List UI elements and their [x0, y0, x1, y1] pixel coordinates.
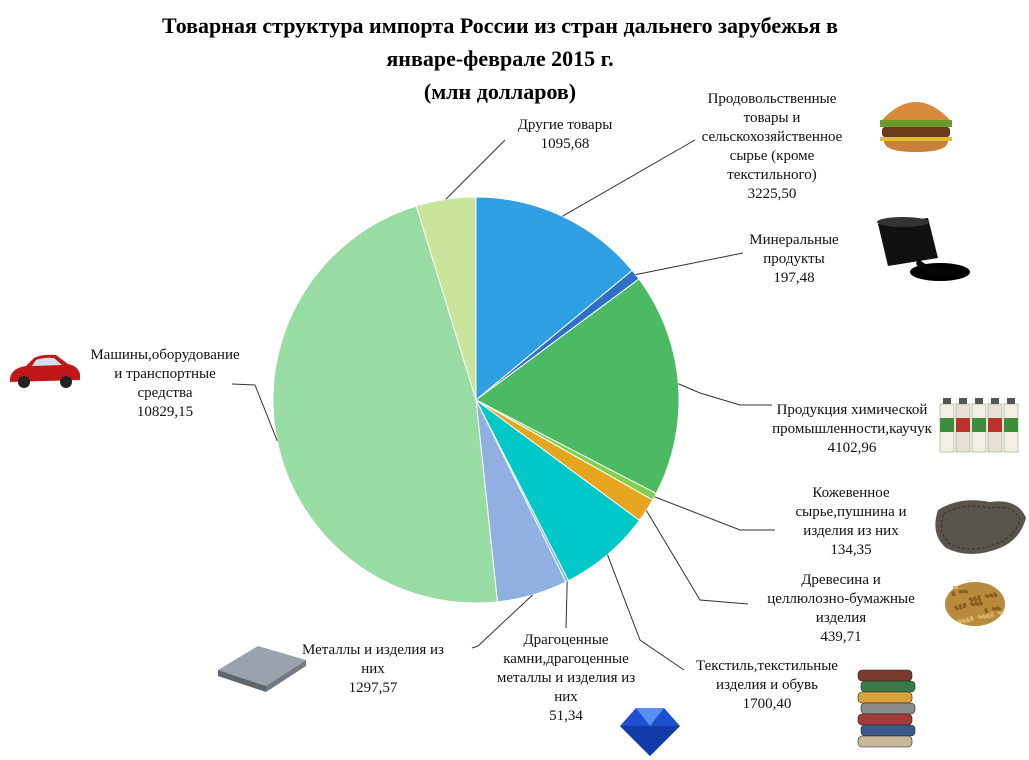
- leader-line: [635, 252, 744, 276]
- slice-category-label: сырье (кроме: [730, 148, 815, 164]
- slice-category-label: Древесина и: [801, 572, 881, 588]
- pie-slice: [272, 205, 498, 604]
- pie-slice: [475, 196, 633, 402]
- metal-sheet-icon: [218, 646, 306, 692]
- slice-category-label: них: [554, 689, 578, 705]
- car-icon: [10, 354, 80, 388]
- slice-value-label: 134,35: [830, 542, 871, 558]
- slice-category-label: Продовольственные: [708, 91, 837, 107]
- slice-value-label: 3225,50: [748, 186, 797, 202]
- leader-line: [645, 510, 749, 605]
- slice-category-label: металлы и изделия из: [497, 670, 635, 686]
- slice-category-label: Металлы и изделия из: [302, 642, 444, 658]
- gem-icon: [620, 708, 680, 756]
- oil-barrel-icon: [877, 217, 970, 281]
- wood-chips-icon: [945, 582, 1005, 626]
- leader-line: [231, 383, 278, 441]
- leader-line: [654, 496, 775, 531]
- leather-icon: [935, 500, 1026, 554]
- leader-line: [445, 139, 506, 200]
- slice-value-label: 1700,40: [743, 696, 792, 712]
- fabric-stack-icon: [857, 669, 916, 748]
- slice-value-label: 51,34: [549, 708, 583, 724]
- slice-category-label: изделия из них: [803, 523, 899, 539]
- slice-category-label: них: [361, 661, 385, 677]
- slice-category-label: изделия: [816, 610, 866, 626]
- chart-title-line-2: январе-феврале 2015 г.: [386, 46, 613, 71]
- slice-category-label: Машины,оборудование: [90, 347, 240, 363]
- leader-line: [471, 594, 533, 649]
- slice-category-label: изделия и обувь: [716, 677, 818, 693]
- slice-value-label: 439,71: [820, 629, 861, 645]
- slice-category-label: сельскохозяйственное: [702, 129, 843, 145]
- slice-category-label: Продукция химической: [777, 402, 928, 418]
- chart-title-line-3: (млн долларов): [424, 79, 576, 104]
- slice-category-label: текстильного): [727, 167, 817, 183]
- slice-category-label: товары и: [744, 110, 801, 126]
- slice-category-label: средства: [137, 385, 192, 401]
- leader-line: [606, 554, 685, 671]
- slice-category-label: Текстиль,текстильные: [696, 658, 838, 674]
- slice-category-label: продукты: [763, 251, 824, 267]
- slice-value-label: 197,48: [773, 270, 814, 286]
- leader-line: [678, 383, 772, 406]
- leader-line: [565, 581, 568, 629]
- burger-icon: [880, 102, 952, 152]
- slice-category-label: и транспортные: [114, 366, 216, 382]
- slice-value-label: 4102,96: [828, 440, 877, 456]
- slice-category-label: промышленности,каучук: [772, 421, 932, 437]
- slice-value-label: 10829,15: [137, 404, 193, 420]
- leader-line: [562, 139, 696, 217]
- slice-category-label: сырье,пушнина и: [795, 504, 906, 520]
- slice-category-label: целлюлозно-бумажные: [767, 591, 915, 607]
- slice-category-label: Кожевенное: [812, 485, 890, 501]
- slice-value-label: 1095,68: [541, 136, 590, 152]
- slice-category-label: Другие товары: [518, 117, 613, 133]
- chart-title: Товарная структура импорта России из стр…: [162, 13, 838, 104]
- slice-category-label: Драгоценные: [523, 632, 608, 648]
- slice-category-label: камни,драгоценные: [503, 651, 629, 667]
- slice-value-label: 1297,57: [349, 680, 398, 696]
- chemical-bottles-icon: [939, 398, 1019, 453]
- slice-category-label: Минеральные: [749, 232, 839, 248]
- chart-title-line-1: Товарная структура импорта России из стр…: [162, 13, 838, 38]
